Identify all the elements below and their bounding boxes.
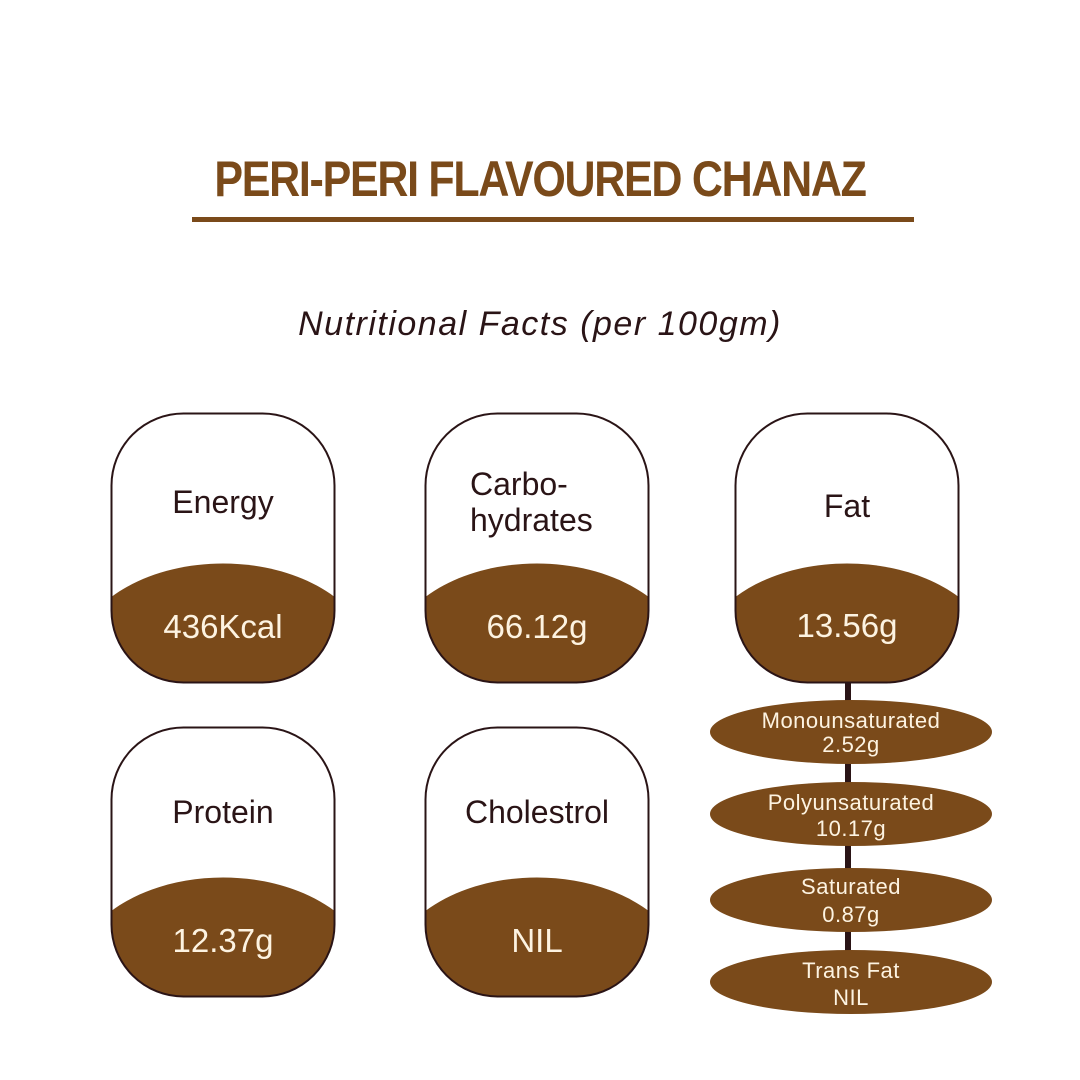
fat-breakdown-polyunsaturated: Polyunsaturated 10.17g (710, 782, 992, 846)
card-shape-icon (424, 412, 650, 684)
nutrient-label: Protein (172, 794, 274, 830)
fat-type-value: NIL (833, 985, 869, 1010)
fat-type-value: 2.52g (822, 732, 880, 757)
card-shape-icon (110, 726, 336, 998)
card-shape-icon (110, 412, 336, 684)
nutrient-label-line1: Carbo- (470, 466, 568, 502)
nutrient-card-cholesterol: Cholestrol NIL (424, 726, 650, 998)
oval-shape-icon (710, 782, 992, 846)
card-shape-icon (734, 412, 960, 684)
oval-shape-icon (710, 868, 992, 932)
oval-shape-icon (710, 700, 992, 764)
page-title: PERI-PERI FLAVOURED CHANAZ (214, 151, 867, 207)
fat-breakdown-monounsaturated: Monounsaturated 2.52g (710, 700, 992, 764)
fat-type-label: Trans Fat (802, 958, 900, 983)
card-shape-icon (424, 726, 650, 998)
oval-shape-icon (710, 950, 992, 1014)
nutrient-value: 12.37g (172, 922, 274, 959)
nutrient-label: Carbo- hydrates (470, 466, 650, 538)
nutrient-card-energy: Energy 436Kcal (110, 412, 336, 684)
fat-type-label: Saturated (801, 874, 901, 899)
nutrient-label: Fat (823, 488, 871, 524)
fat-breakdown-saturated: Saturated 0.87g (710, 868, 992, 932)
subtitle: Nutritional Facts (per 100gm) (298, 305, 782, 343)
fat-type-label: Polyunsaturated (767, 790, 935, 815)
fat-type-label: Monounsaturated (761, 708, 941, 733)
title-underline (192, 217, 914, 222)
nutrient-value: 13.56g (796, 607, 898, 644)
nutrient-label: Cholestrol (464, 794, 610, 830)
nutrient-value: 436Kcal (163, 608, 283, 645)
fat-breakdown-trans-fat: Trans Fat NIL (710, 950, 992, 1014)
nutrient-card-protein: Protein 12.37g (110, 726, 336, 998)
nutrient-card-carbohydrates: Carbo- hydrates 66.12g (424, 412, 650, 684)
nutrient-value: NIL (511, 922, 563, 959)
nutrient-value: 66.12g (486, 608, 588, 645)
fat-type-value: 0.87g (822, 902, 880, 927)
nutrient-label-line2: hydrates (470, 502, 593, 538)
nutrient-card-fat: Fat 13.56g (734, 412, 960, 684)
nutrient-label: Energy (172, 484, 274, 520)
fat-type-value: 10.17g (815, 816, 887, 841)
